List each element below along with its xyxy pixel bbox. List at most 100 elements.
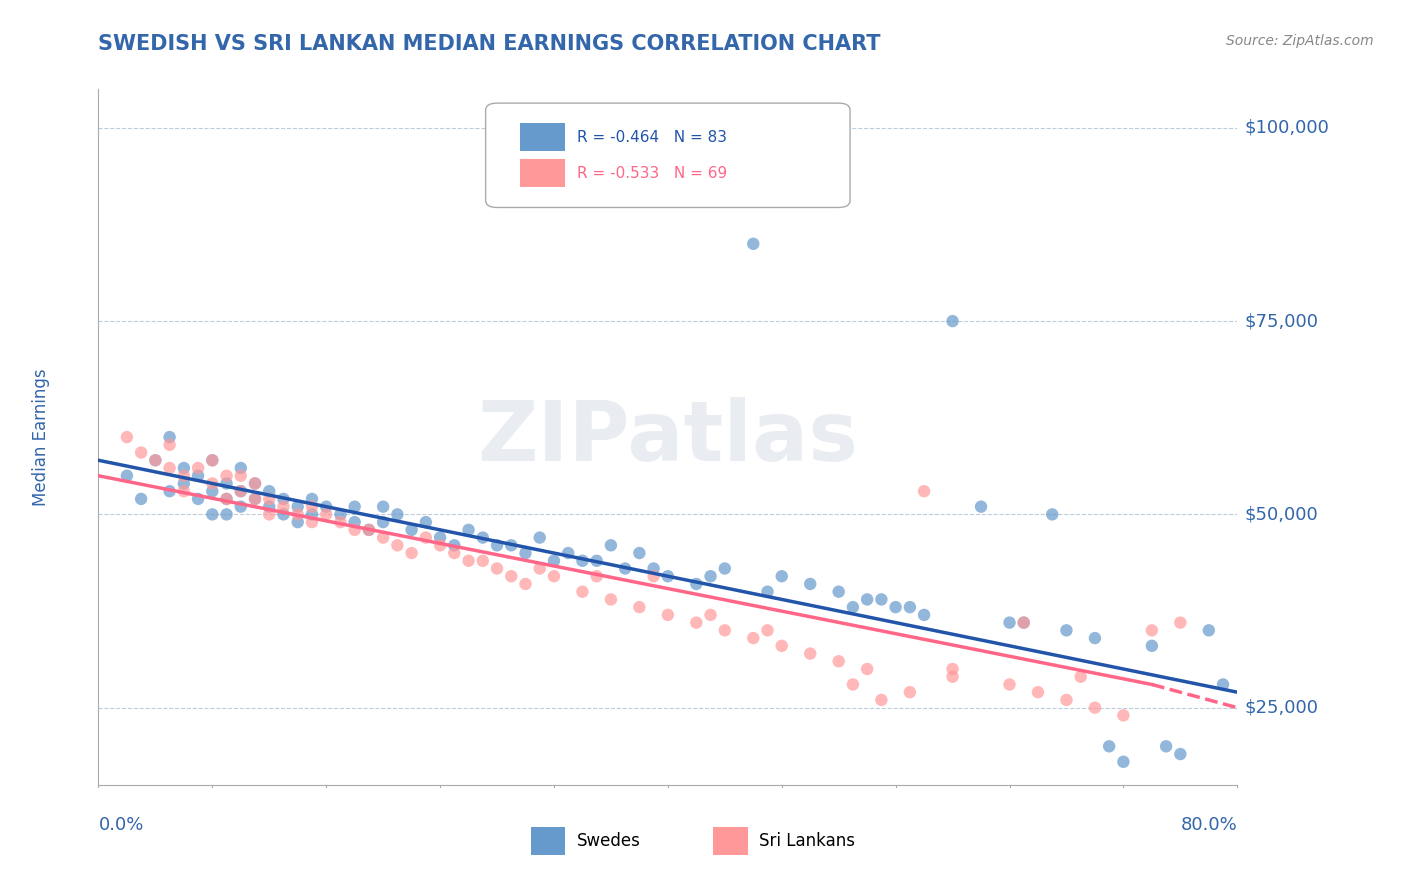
- Point: [486, 561, 509, 575]
- Point: [259, 508, 281, 522]
- Point: [259, 484, 281, 499]
- Point: [159, 461, 181, 475]
- Point: [501, 538, 523, 552]
- Text: 0.0%: 0.0%: [98, 816, 143, 834]
- Point: [942, 662, 965, 676]
- Point: [187, 461, 209, 475]
- Point: [614, 561, 637, 575]
- Point: [529, 561, 551, 575]
- Point: [215, 476, 238, 491]
- Point: [471, 531, 494, 545]
- Point: [828, 654, 851, 668]
- Point: [742, 236, 765, 251]
- Text: Source: ZipAtlas.com: Source: ZipAtlas.com: [1226, 34, 1374, 47]
- Point: [1140, 624, 1163, 638]
- Point: [159, 484, 181, 499]
- Point: [159, 430, 181, 444]
- Point: [898, 600, 921, 615]
- Point: [585, 554, 607, 568]
- Point: [998, 615, 1021, 630]
- Text: Swedes: Swedes: [576, 831, 641, 849]
- Point: [585, 569, 607, 583]
- Point: [714, 561, 737, 575]
- Text: SWEDISH VS SRI LANKAN MEDIAN EARNINGS CORRELATION CHART: SWEDISH VS SRI LANKAN MEDIAN EARNINGS CO…: [98, 34, 882, 54]
- Point: [243, 491, 266, 506]
- Point: [415, 531, 437, 545]
- Point: [401, 523, 423, 537]
- Point: [457, 554, 479, 568]
- Point: [856, 662, 879, 676]
- Point: [229, 484, 252, 499]
- Point: [115, 468, 138, 483]
- Point: [357, 523, 380, 537]
- Point: [187, 468, 209, 483]
- Point: [273, 491, 295, 506]
- Point: [215, 491, 238, 506]
- Point: [287, 508, 309, 522]
- Text: $25,000: $25,000: [1244, 698, 1319, 716]
- Point: [145, 453, 167, 467]
- Point: [643, 569, 665, 583]
- Point: [685, 577, 707, 591]
- Point: [714, 624, 737, 638]
- Point: [373, 500, 395, 514]
- Point: [842, 600, 865, 615]
- Point: [215, 491, 238, 506]
- Point: [515, 577, 537, 591]
- Point: [770, 639, 793, 653]
- Point: [1084, 700, 1107, 714]
- Text: $75,000: $75,000: [1244, 312, 1319, 330]
- Point: [756, 624, 779, 638]
- Point: [343, 500, 366, 514]
- Point: [229, 468, 252, 483]
- Point: [201, 453, 224, 467]
- Point: [970, 500, 993, 514]
- Text: ZIPatlas: ZIPatlas: [478, 397, 858, 477]
- Text: 80.0%: 80.0%: [1181, 816, 1237, 834]
- Point: [229, 461, 252, 475]
- Bar: [520, 123, 565, 151]
- Point: [273, 500, 295, 514]
- Point: [301, 491, 323, 506]
- Point: [1198, 624, 1220, 638]
- Bar: [531, 827, 565, 855]
- Point: [571, 584, 593, 599]
- Text: R = -0.464   N = 83: R = -0.464 N = 83: [576, 129, 727, 145]
- Point: [429, 538, 451, 552]
- Point: [699, 607, 721, 622]
- Point: [628, 600, 651, 615]
- Point: [942, 314, 965, 328]
- Point: [501, 569, 523, 583]
- Point: [657, 607, 679, 622]
- Point: [1070, 670, 1092, 684]
- Point: [115, 430, 138, 444]
- Point: [557, 546, 579, 560]
- Point: [543, 569, 565, 583]
- Point: [329, 515, 352, 529]
- Point: [1140, 639, 1163, 653]
- Bar: [713, 827, 748, 855]
- Point: [145, 453, 167, 467]
- Point: [1098, 739, 1121, 754]
- Point: [529, 531, 551, 545]
- Point: [229, 484, 252, 499]
- Point: [471, 554, 494, 568]
- Point: [301, 500, 323, 514]
- Point: [1012, 615, 1035, 630]
- Point: [215, 508, 238, 522]
- FancyBboxPatch shape: [485, 103, 851, 208]
- Point: [1056, 624, 1078, 638]
- Point: [657, 569, 679, 583]
- Point: [756, 584, 779, 599]
- Point: [998, 677, 1021, 691]
- Point: [1112, 708, 1135, 723]
- Point: [243, 476, 266, 491]
- Point: [129, 445, 152, 459]
- Text: $50,000: $50,000: [1244, 506, 1319, 524]
- Point: [912, 607, 935, 622]
- Point: [1112, 755, 1135, 769]
- Point: [243, 476, 266, 491]
- Point: [373, 531, 395, 545]
- Point: [287, 515, 309, 529]
- Point: [415, 515, 437, 529]
